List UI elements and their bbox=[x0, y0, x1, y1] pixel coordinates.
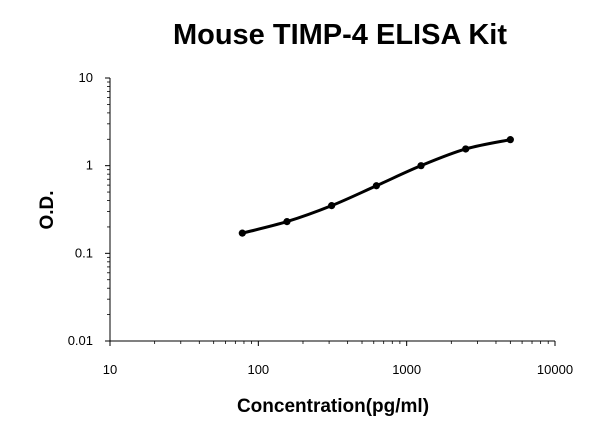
y-tick-label: 10 bbox=[79, 70, 93, 85]
data-point bbox=[238, 229, 246, 237]
chart-title: Mouse TIMP-4 ELISA Kit bbox=[173, 19, 507, 51]
major-ticks bbox=[105, 77, 556, 346]
data-points bbox=[238, 136, 514, 237]
x-tick-labels: 10 100 1000 10000 bbox=[103, 362, 573, 377]
data-point bbox=[417, 162, 425, 170]
y-tick-label: 0.01 bbox=[68, 333, 93, 348]
x-tick-label: 10000 bbox=[537, 362, 573, 377]
x-tick-label: 100 bbox=[247, 362, 269, 377]
y-tick-labels: 0.01 0.1 1 10 bbox=[68, 70, 93, 348]
data-point bbox=[283, 218, 291, 226]
data-point bbox=[328, 202, 336, 210]
data-point bbox=[506, 136, 514, 144]
y-axis-label: O.D. bbox=[37, 190, 58, 229]
x-tick-label: 10 bbox=[103, 362, 117, 377]
y-tick-label: 0.1 bbox=[75, 245, 93, 260]
data-point bbox=[372, 182, 380, 190]
data-point bbox=[462, 145, 470, 153]
y-tick-label: 1 bbox=[86, 158, 93, 173]
plot-area: 10 100 1000 10000 0.01 0.1 1 10 bbox=[68, 70, 573, 377]
minor-ticks bbox=[107, 81, 549, 344]
x-tick-label: 1000 bbox=[392, 362, 421, 377]
x-axis-label: Concentration(pg/ml) bbox=[237, 396, 429, 417]
